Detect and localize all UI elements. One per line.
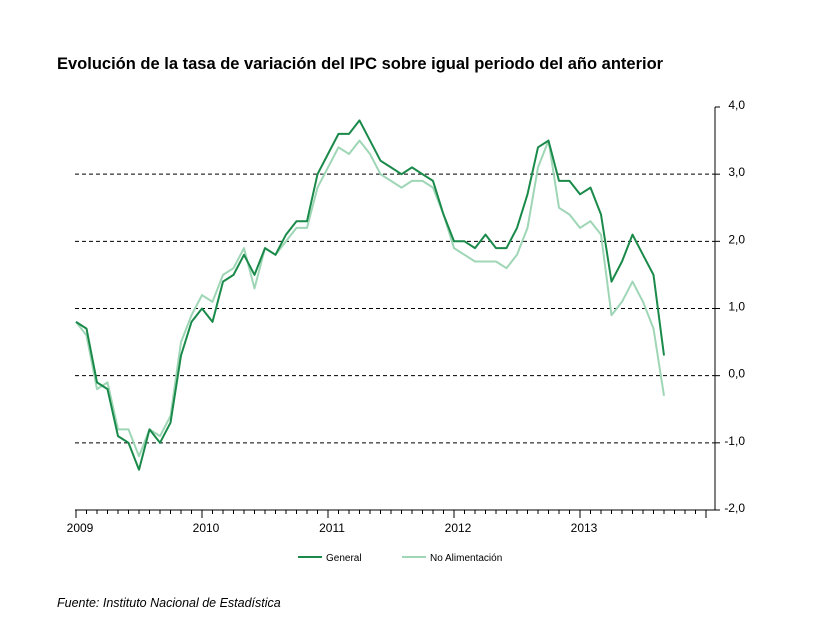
series-lines [75,119,665,471]
y-tick-label: 1,0 [728,300,745,314]
y-tick-label: 4,0 [728,98,745,112]
legend: General No Alimentación [298,553,502,564]
series-line-no-alimentaci-n [75,139,665,458]
legend-label: General [326,553,362,564]
x-tick-labels: 2009 2010 2011 2012 2013 [67,521,598,535]
x-tick-label: 2013 [571,521,598,535]
chart-title: Evolución de la tasa de variación del IP… [57,55,664,73]
legend-label: No Alimentación [430,553,502,564]
series-line-general [75,119,665,471]
grid-lines [75,173,715,444]
y-tick-label: -1,0 [724,434,745,448]
x-tick-label: 2012 [445,521,472,535]
y-tick-label: 2,0 [728,232,745,246]
x-tick-label: 2010 [193,521,220,535]
y-tick-labels: 4,0 3,0 2,0 1,0 0,0 -1,0 -2,0 [724,98,745,515]
axes [75,106,720,518]
y-tick-label: 3,0 [728,165,745,179]
y-tick-label: 0,0 [728,367,745,381]
x-tick-label: 2009 [67,521,94,535]
source-note: Fuente: Instituto Nacional de Estadístic… [57,596,281,610]
y-tick-label: -2,0 [724,501,745,515]
x-tick-label: 2011 [319,521,345,535]
